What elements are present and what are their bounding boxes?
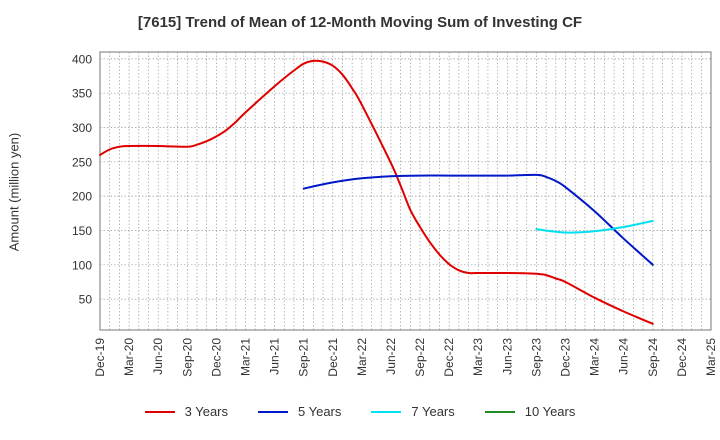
series-lines [99,59,654,325]
x-tick-label: Dec-24 [675,338,689,377]
x-tick-label: Dec-20 [209,338,223,377]
legend-item: 10 Years [484,404,576,419]
x-tick-label: Jun-22 [384,338,398,375]
y-tick-label: 400 [72,52,92,66]
x-tick-label: Jun-23 [500,338,514,375]
x-tick-label: Mar-20 [122,338,136,376]
x-tick-label: Dec-19 [93,338,107,377]
legend-swatch [258,410,288,413]
legend-label: 5 Years [298,404,342,419]
x-tick-label: Jun-21 [268,338,282,375]
x-tick-label: Sep-24 [646,338,660,377]
legend-item: 3 Years [144,404,228,419]
legend-swatch [144,410,175,413]
y-tick-label: 100 [72,258,92,272]
x-tick-label: Dec-22 [442,338,456,377]
line-chart: 50 100 150 200 250 300 350 400 Dec-19 Mar-20 Jun-2… [72,51,718,377]
series-line-3-years [99,59,654,325]
legend-label: 3 Years [184,404,228,419]
series-line-5-years [302,173,654,266]
plot-border [99,51,712,331]
x-tick-label: Sep-22 [413,338,427,377]
y-tick-label: 50 [79,293,93,307]
legend: 3 Years 5 Years 7 Years 10 Years [0,404,720,419]
x-tick-label: Sep-20 [180,338,194,377]
x-tick-label: Mar-24 [588,338,602,376]
y-tick-label: 200 [72,190,92,204]
x-tick-label: Dec-23 [559,338,573,377]
y-tick-label: 350 [72,87,92,101]
series-line-7-years [535,219,654,234]
legend-swatch [371,410,402,413]
y-tick-label: 300 [72,121,92,135]
y-tick-label: 150 [72,224,92,238]
x-tick-label: Mar-21 [238,338,252,376]
legend-item: 7 Years [371,404,455,419]
legend-label: 7 Years [411,404,455,419]
y-tick-label: 250 [72,155,92,169]
x-tick-label: Mar-23 [471,338,485,376]
tick-labels: 50 100 150 200 250 300 350 400 Dec-19 Mar-20 Jun-2… [72,52,718,376]
x-tick-label: Mar-22 [355,338,369,376]
legend-item: 5 Years [258,404,341,419]
x-tick-label: Mar-25 [704,338,718,376]
plot-area [100,52,711,330]
x-tick-label: Jun-20 [151,338,165,375]
x-tick-label: Sep-23 [529,338,543,377]
x-tick-label: Jun-24 [617,338,631,375]
x-tick-label: Sep-21 [297,338,311,377]
legend-swatch [484,410,515,413]
axes [99,51,712,331]
legend-label: 10 Years [524,404,576,419]
x-tick-label: Dec-21 [326,338,340,377]
chart-title: [7615] Trend of Mean of 12-Month Moving … [137,14,583,31]
